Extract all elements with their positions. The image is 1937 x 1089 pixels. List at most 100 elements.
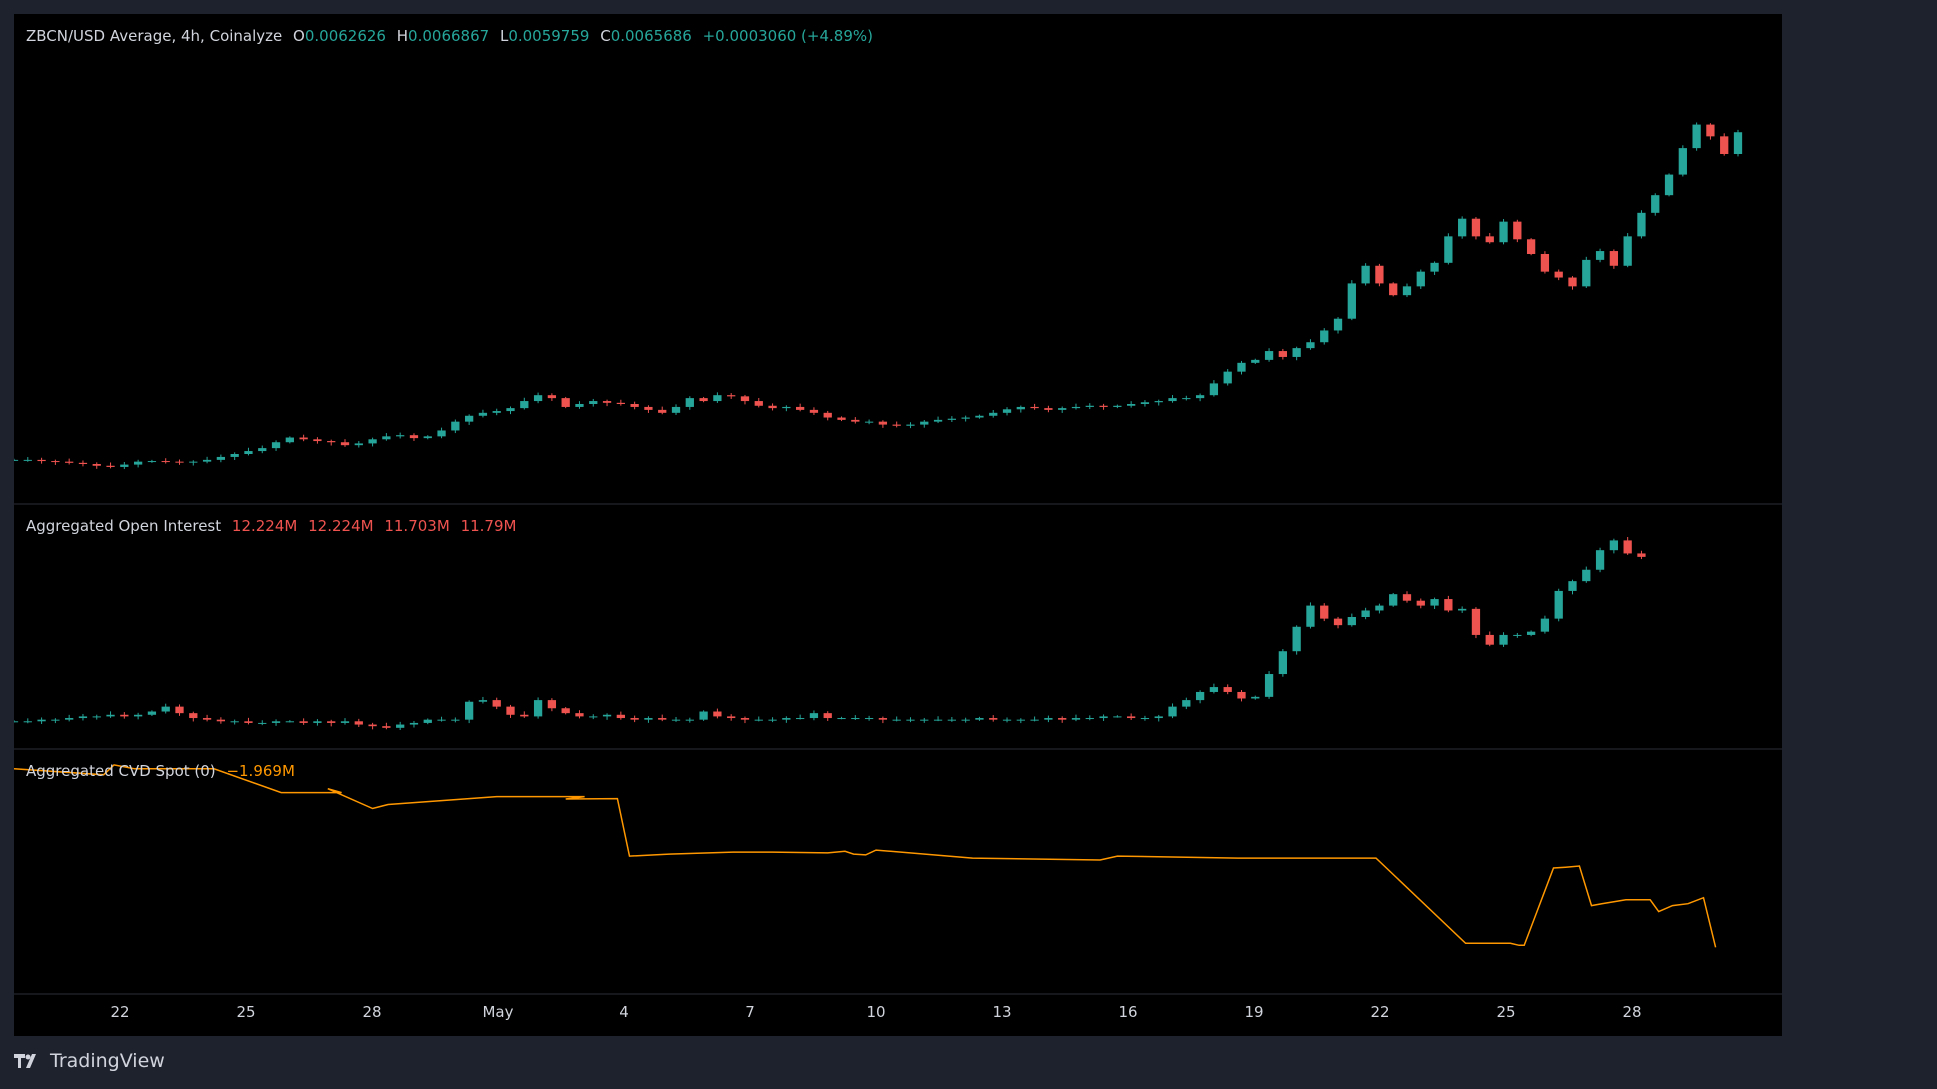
oi-candle xyxy=(1458,608,1467,611)
price-candle xyxy=(671,406,681,413)
price-candle xyxy=(51,461,60,463)
oi-candle xyxy=(837,718,846,720)
price-candle xyxy=(37,459,46,462)
oi-candle xyxy=(589,716,598,718)
oi-candle xyxy=(1333,618,1343,626)
oi-candle xyxy=(989,718,998,720)
price-candle xyxy=(809,409,819,413)
oi-candle xyxy=(727,716,736,719)
oi-candle xyxy=(464,701,474,720)
tradingview-logo[interactable]: TradingView xyxy=(14,1050,165,1072)
price-candle xyxy=(1485,236,1494,243)
oi-candle xyxy=(271,721,281,723)
oi-candle xyxy=(782,718,791,720)
oi-candle xyxy=(947,719,956,721)
oi-candle xyxy=(1416,600,1425,606)
oi-candle xyxy=(1623,540,1632,554)
price-candle xyxy=(658,409,667,413)
oi-candle xyxy=(299,721,308,723)
price-candle xyxy=(492,411,501,413)
close-value: 0.0065686 xyxy=(610,27,692,45)
oi-candle xyxy=(906,719,915,721)
price-candle xyxy=(437,430,446,437)
oi-candle xyxy=(313,721,322,723)
oi-candle xyxy=(1526,631,1536,635)
oi-candle xyxy=(1058,718,1067,720)
price-candle xyxy=(1044,408,1053,410)
oi-value-2: 12.224M xyxy=(308,517,374,535)
oi-candle xyxy=(1085,718,1094,720)
oi-candle xyxy=(1223,687,1232,692)
price-candle xyxy=(1071,406,1081,409)
price-candle xyxy=(892,424,901,426)
price-candle xyxy=(878,421,888,425)
oi-candle xyxy=(161,706,170,712)
price-candle xyxy=(975,415,984,418)
cvd-value: −1.969M xyxy=(226,762,295,780)
oi-candle xyxy=(1637,553,1646,557)
oi-candle xyxy=(961,719,970,721)
price-candle xyxy=(933,419,943,422)
price-candle xyxy=(1237,362,1246,372)
time-axis-tick: 22 xyxy=(1370,1003,1389,1021)
oi-candle xyxy=(1375,605,1384,611)
price-candle xyxy=(1058,408,1067,410)
brand-name: TradingView xyxy=(50,1050,165,1072)
price-candle xyxy=(630,404,639,407)
oi-candle xyxy=(1168,706,1177,717)
oi-candle xyxy=(1471,608,1481,635)
oi-candle xyxy=(1209,687,1219,692)
price-candle xyxy=(464,415,474,422)
high-label: H xyxy=(396,27,409,45)
oi-candle xyxy=(1030,719,1039,721)
price-candle xyxy=(1333,318,1343,331)
price-candle xyxy=(1430,262,1439,272)
oi-candle xyxy=(1127,716,1136,719)
price-candle xyxy=(299,437,308,440)
oi-candle xyxy=(878,718,888,720)
price-candle xyxy=(1402,286,1412,296)
oi-candle xyxy=(14,721,19,723)
time-axis-tick: 28 xyxy=(1622,1003,1641,1021)
price-candle xyxy=(616,402,625,404)
price-candle xyxy=(864,421,874,423)
oi-candle xyxy=(1513,634,1522,636)
oi-candle xyxy=(823,713,832,719)
price-candle xyxy=(837,417,846,420)
oi-candle xyxy=(189,713,198,719)
price-candle xyxy=(327,441,336,443)
price-candle xyxy=(961,417,970,419)
oi-candle xyxy=(423,719,432,723)
oi-candle xyxy=(492,700,501,707)
price-candle xyxy=(1499,221,1508,243)
oi-candle xyxy=(106,714,115,717)
price-candle xyxy=(244,451,253,454)
price-candle xyxy=(1264,351,1274,360)
price-candle xyxy=(713,395,722,402)
time-axis-tick: May xyxy=(482,1003,513,1021)
price-candle xyxy=(1030,406,1039,409)
price-candle xyxy=(354,443,363,446)
chart-canvas[interactable]: 0.00700000.00600000.00500000.00400000.00… xyxy=(14,14,1782,1036)
price-candle xyxy=(1154,401,1163,403)
oi-candle xyxy=(658,718,667,720)
price-candle xyxy=(106,465,115,467)
price-candle xyxy=(1609,251,1619,266)
oi-candle xyxy=(1320,605,1329,619)
price-candle xyxy=(989,412,998,416)
time-axis-tick: 25 xyxy=(1496,1003,1515,1021)
oi-candle xyxy=(1347,617,1356,626)
price-candle xyxy=(340,442,350,446)
time-axis-tick: 10 xyxy=(866,1003,885,1021)
price-candle xyxy=(133,461,143,465)
oi-candle xyxy=(796,718,805,720)
oi-candle xyxy=(340,721,350,723)
oi-candle xyxy=(1182,700,1191,707)
price-candle xyxy=(1306,342,1315,349)
symbol-name: ZBCN/USD Average, 4h, Coinalyze xyxy=(26,27,283,45)
oi-candle xyxy=(561,708,570,714)
high-value: 0.0066867 xyxy=(408,27,490,45)
price-candle xyxy=(920,421,929,425)
price-candle xyxy=(1706,124,1715,137)
price-candle xyxy=(1458,218,1467,237)
